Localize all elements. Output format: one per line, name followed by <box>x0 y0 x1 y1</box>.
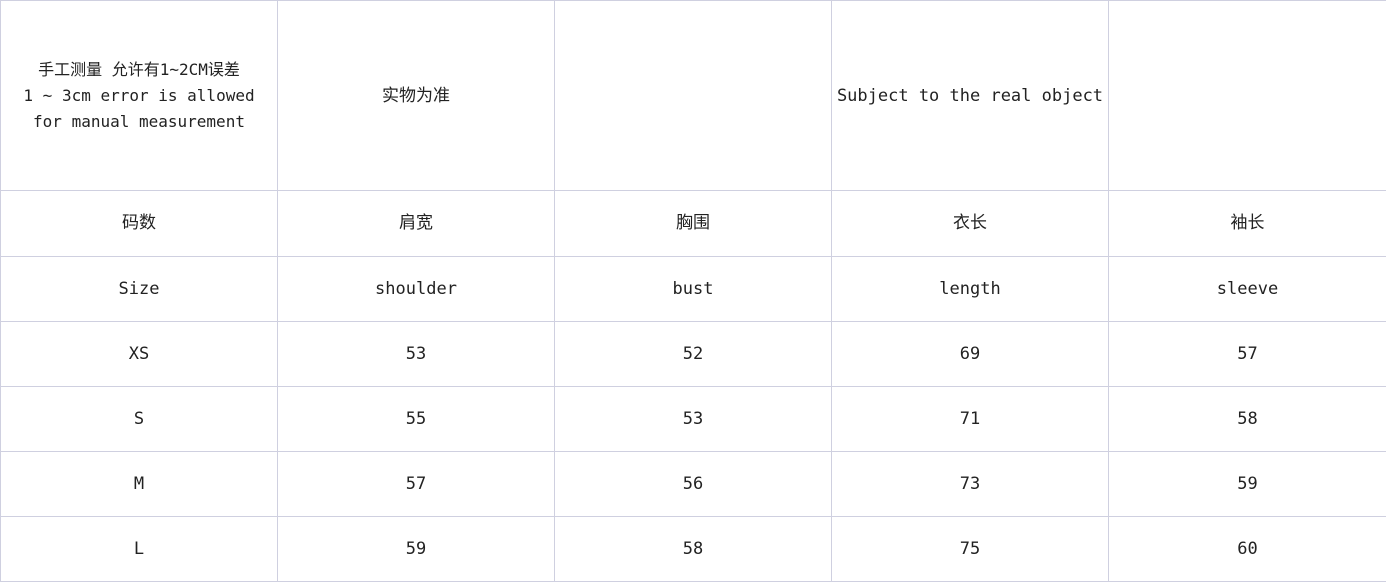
table-row: S 55 53 71 58 <box>0 385 1386 452</box>
table-cell: L <box>0 515 278 582</box>
table-cell: 码数 <box>0 190 278 257</box>
table-cell: length <box>831 255 1109 322</box>
table-cell: bust <box>554 255 832 322</box>
table-cell: 手工测量 允许有1~2CM误差 1 ~ 3cm error is allowed… <box>0 0 278 192</box>
table-cell: Size <box>0 255 278 322</box>
table-cell: 59 <box>277 515 555 582</box>
table-cell: XS <box>0 320 278 387</box>
table-cell: 衣长 <box>831 190 1109 257</box>
table-cell: 71 <box>831 385 1109 452</box>
table-cell: 69 <box>831 320 1109 387</box>
table-cell: 胸围 <box>554 190 832 257</box>
table-cell: 59 <box>1108 450 1386 517</box>
table-row: 手工测量 允许有1~2CM误差 1 ~ 3cm error is allowed… <box>0 0 1386 192</box>
table-cell: shoulder <box>277 255 555 322</box>
table-cell: 袖长 <box>1108 190 1386 257</box>
table-cell: 55 <box>277 385 555 452</box>
table-cell: 53 <box>277 320 555 387</box>
table-cell: 肩宽 <box>277 190 555 257</box>
table-cell: Subject to the real object <box>831 0 1109 192</box>
table-cell: 75 <box>831 515 1109 582</box>
table-cell: 58 <box>554 515 832 582</box>
table-cell: S <box>0 385 278 452</box>
table-cell <box>554 0 832 192</box>
table-cell: 73 <box>831 450 1109 517</box>
table-row: XS 53 52 69 57 <box>0 320 1386 387</box>
table-row: Size shoulder bust length sleeve <box>0 255 1386 322</box>
table-cell: M <box>0 450 278 517</box>
table-cell: 52 <box>554 320 832 387</box>
table-cell: 实物为准 <box>277 0 555 192</box>
table-cell: 56 <box>554 450 832 517</box>
table-cell: 57 <box>1108 320 1386 387</box>
table-cell: 57 <box>277 450 555 517</box>
table-cell: 53 <box>554 385 832 452</box>
table-row: 码数 肩宽 胸围 衣长 袖长 <box>0 190 1386 257</box>
table-cell: sleeve <box>1108 255 1386 322</box>
table-cell <box>1108 0 1386 192</box>
table-row: M 57 56 73 59 <box>0 450 1386 517</box>
table-cell: 58 <box>1108 385 1386 452</box>
table-cell: 60 <box>1108 515 1386 582</box>
table-row: L 59 58 75 60 <box>0 515 1386 582</box>
